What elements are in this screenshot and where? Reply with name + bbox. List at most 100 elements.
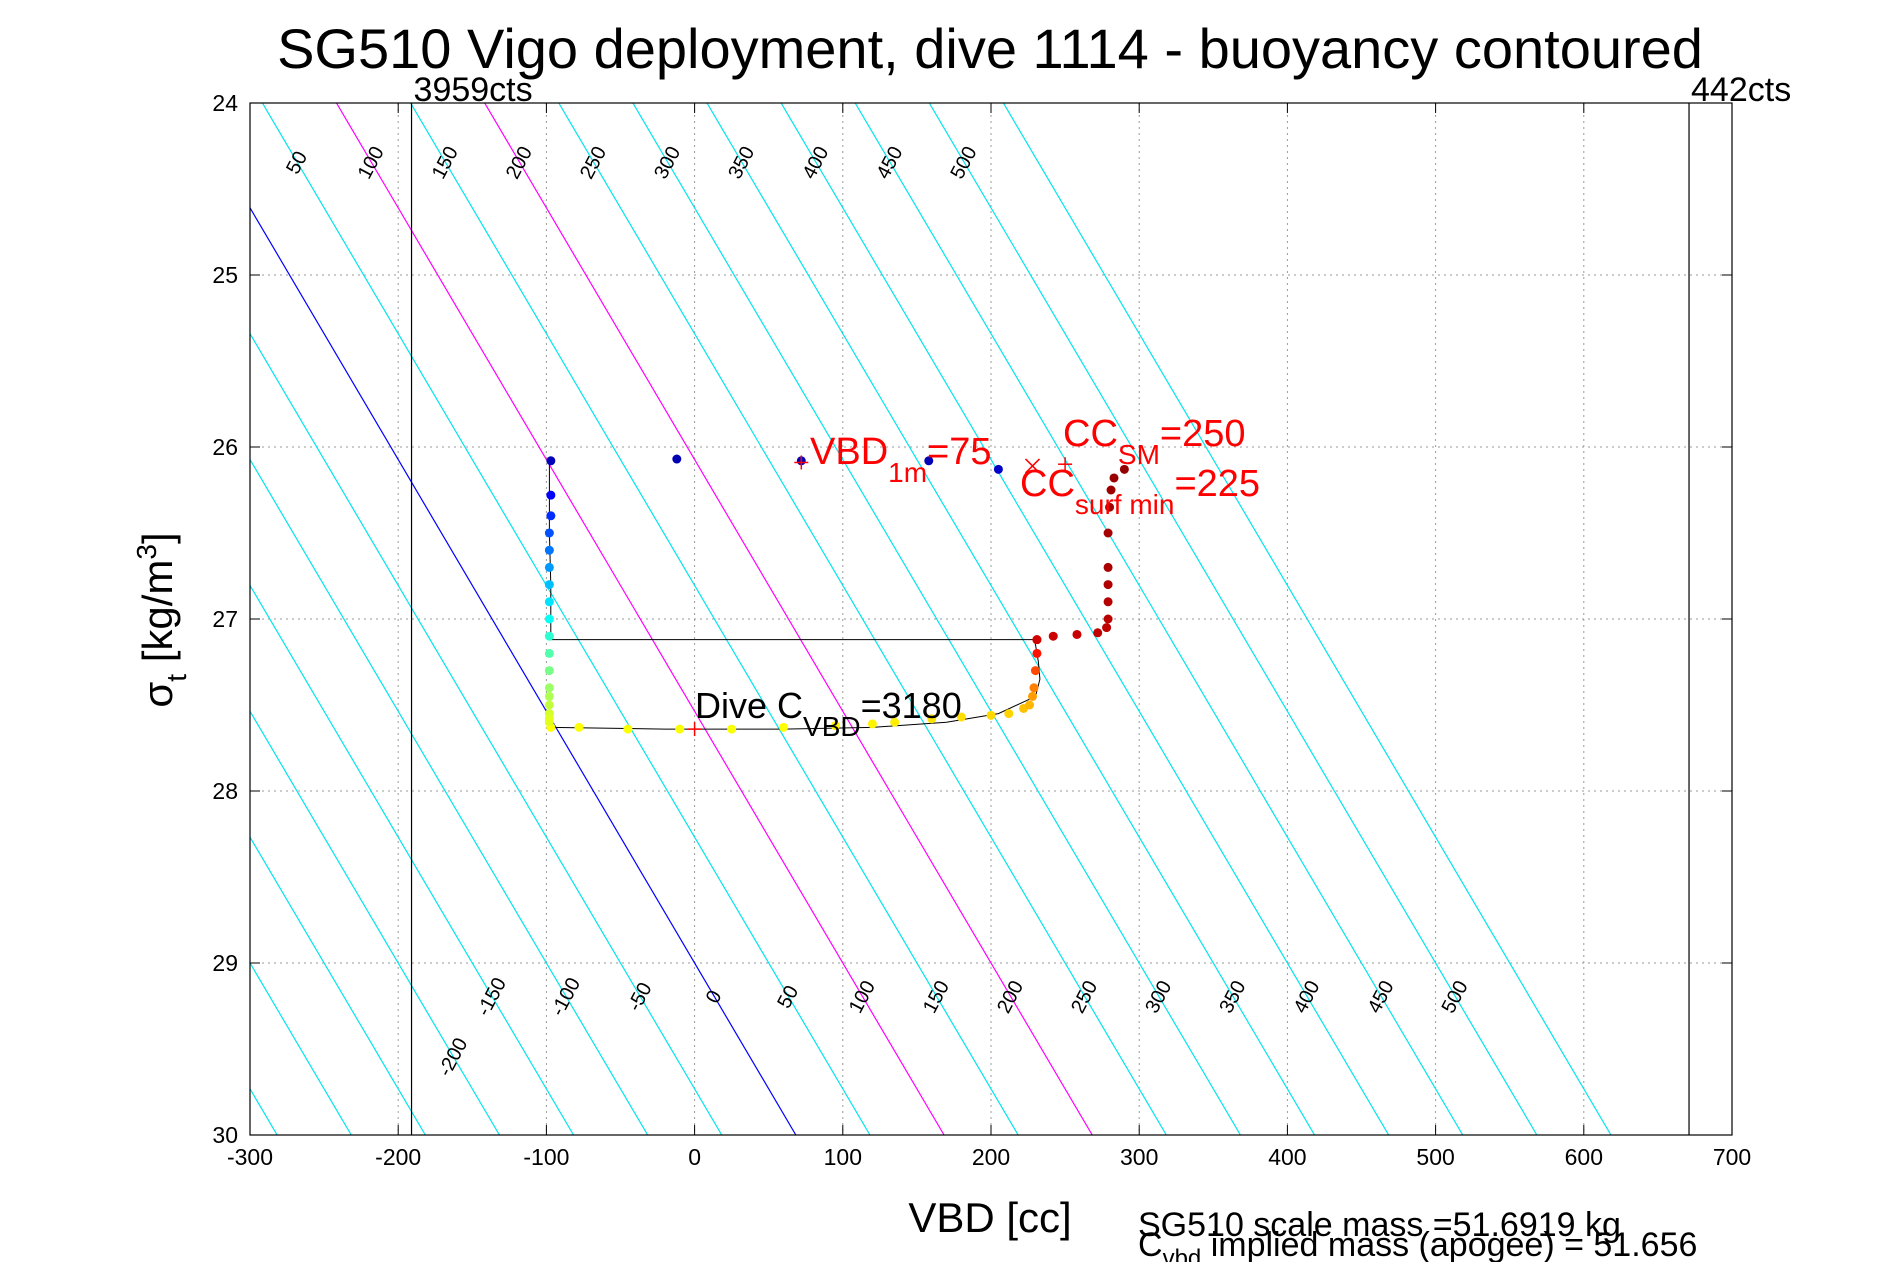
- data-point: [1032, 648, 1042, 658]
- key-markers: [687, 455, 1073, 737]
- implied-rest: implied mass (apogee) = 51.656: [1201, 1226, 1697, 1262]
- data-point: [1119, 464, 1129, 474]
- x-axis-label: VBD [cc]: [908, 1194, 1071, 1241]
- contour-line: [854, 103, 1464, 1135]
- ccsm-main: CC: [1063, 413, 1118, 455]
- data-point: [1103, 528, 1113, 538]
- chart-title: SG510 Vigo deployment, dive 1114 - buoya…: [277, 17, 1703, 80]
- contour-line: [0, 103, 129, 1135]
- x-tick-label: -100: [523, 1144, 569, 1170]
- y-tick-label: 25: [212, 262, 238, 288]
- data-point: [675, 724, 685, 734]
- contour-line-zero: [250, 206, 797, 1135]
- contour-line: [706, 103, 1316, 1135]
- contour-line-highlight: [484, 103, 1093, 1135]
- data-point: [546, 456, 556, 466]
- y-axis-ticks: 24 25 26 27 28 29 30: [212, 90, 1732, 1148]
- annotation-dive-cvbd: Dive CVBD=3180: [695, 685, 962, 742]
- data-point: [1103, 580, 1113, 590]
- contour-line: [250, 332, 723, 1135]
- vbd-sub: 1m: [888, 457, 927, 488]
- data-point: [890, 717, 900, 727]
- data-point: [544, 562, 554, 572]
- data-point: [924, 456, 934, 466]
- ccsm-value: =250: [1160, 413, 1246, 455]
- y-label-sup: 3: [131, 544, 162, 560]
- contour-line: [780, 103, 1390, 1135]
- data-point: [1103, 562, 1113, 572]
- x-tick-label: 300: [1120, 1144, 1158, 1170]
- y-tick-label: 26: [212, 434, 238, 460]
- contour-line: [558, 103, 1167, 1135]
- data-point: [1103, 614, 1113, 624]
- contour-line-highlight: [335, 103, 945, 1135]
- contour-line: [250, 584, 575, 1135]
- contour-line: [0, 103, 55, 1135]
- x-tick-label: 0: [688, 1144, 701, 1170]
- annotation-cc-sm: CCSM=250: [1063, 413, 1245, 470]
- data-point: [1004, 709, 1014, 719]
- data-point: [993, 464, 1003, 474]
- data-point: [544, 717, 554, 727]
- data-point: [1103, 597, 1113, 607]
- data-point: [1027, 691, 1037, 701]
- data-point: [956, 712, 966, 722]
- data-point: [1106, 485, 1116, 495]
- ccsurf-main: CC: [1020, 463, 1075, 505]
- y-axis-label: σt [kg/m3]: [131, 532, 192, 707]
- dive-points: [544, 454, 1129, 734]
- y-label-sigma: σ: [134, 682, 181, 708]
- marker-plus: [794, 455, 809, 470]
- data-point: [1030, 666, 1040, 676]
- data-point: [1032, 635, 1042, 645]
- data-point: [544, 614, 554, 624]
- data-point: [1109, 473, 1119, 483]
- data-point: [544, 528, 554, 538]
- vbd-main: VBD: [810, 431, 888, 473]
- data-point: [1072, 629, 1082, 639]
- data-point: [544, 666, 554, 676]
- x-tick-label: 700: [1713, 1144, 1751, 1170]
- implied-main: C: [1138, 1226, 1163, 1262]
- x-tick-label: 400: [1268, 1144, 1306, 1170]
- contour-line: [928, 103, 1538, 1135]
- dive-cvbd-main: Dive C: [695, 685, 803, 726]
- annotation-cc-surf-min: CCsurf min=225: [1020, 463, 1260, 520]
- data-point: [986, 710, 996, 720]
- annotation-vbd-1m: VBD1m=75: [810, 431, 992, 488]
- marker-cross: [1024, 458, 1041, 474]
- contour-line: [1002, 103, 1612, 1135]
- contour-line: [632, 103, 1241, 1135]
- data-point: [574, 722, 584, 732]
- y-label-units: [kg/m: [134, 560, 181, 674]
- data-point: [546, 511, 556, 521]
- marker-plus: [1058, 457, 1073, 472]
- data-point: [830, 721, 840, 731]
- data-point: [544, 691, 554, 701]
- contour-line: [250, 835, 426, 1135]
- y-tick-label: 30: [212, 1122, 238, 1148]
- ccsurf-value: =225: [1174, 463, 1260, 505]
- data-point: [927, 714, 937, 724]
- implied-mass-text: Cvbd implied mass (apogee) = 51.656: [1138, 1226, 1697, 1262]
- data-point: [623, 724, 633, 734]
- data-point: [544, 597, 554, 607]
- ccsurf-sub: surf min: [1075, 489, 1175, 520]
- data-point: [546, 490, 556, 500]
- scale-mass-text: SG510 scale mass =51.6919 kg: [1138, 1206, 1621, 1244]
- data-point: [544, 545, 554, 555]
- contour-line: [250, 458, 649, 1135]
- data-point: [1093, 628, 1103, 638]
- contour-line: [250, 710, 500, 1135]
- dive-cvbd-sub: VBD: [803, 711, 861, 742]
- vbd-value: =75: [927, 431, 991, 473]
- x-axis-ticks: -300 -200 -100 0 100 200 300 400 500 600 700: [227, 103, 1751, 1170]
- y-tick-label: 28: [212, 778, 238, 804]
- data-point: [1105, 502, 1115, 512]
- y-label-close: ]: [134, 532, 181, 544]
- implied-sub: vbd: [1163, 1245, 1202, 1262]
- data-point: [1029, 683, 1039, 693]
- y-tick-label: 29: [212, 950, 238, 976]
- x-tick-label: -200: [375, 1144, 421, 1170]
